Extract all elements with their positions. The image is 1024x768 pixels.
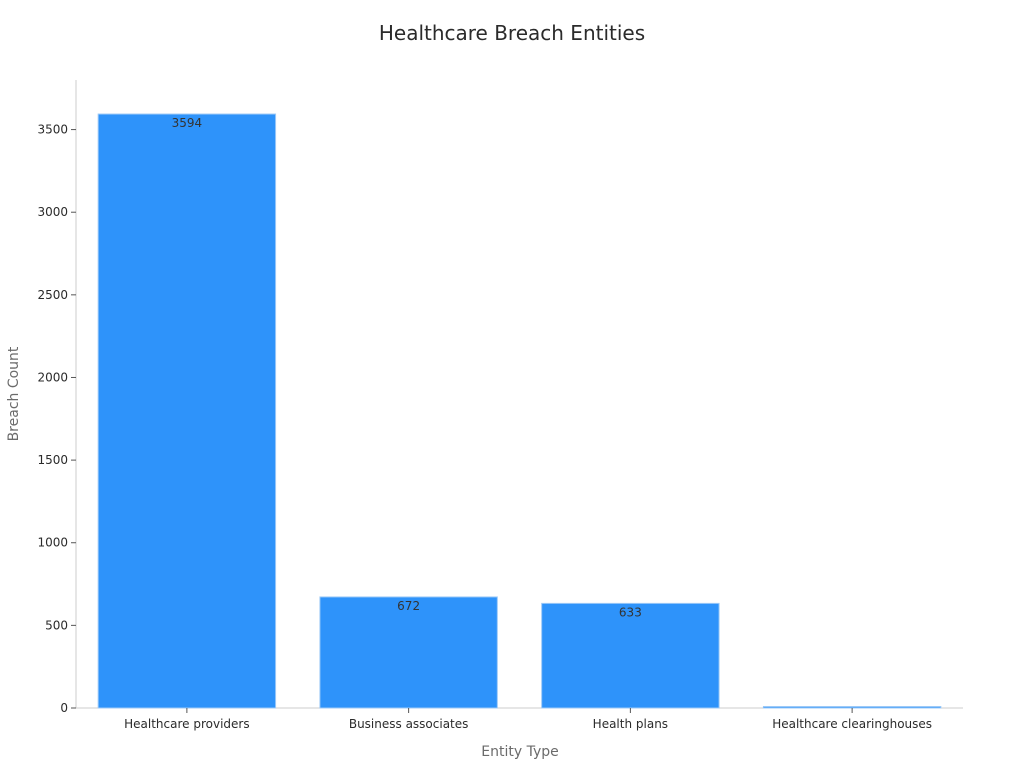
x-axis-label: Entity Type [481,744,558,760]
y-tick-label: 3000 [37,205,68,219]
y-tick-label: 2000 [37,370,68,384]
x-ticks: Healthcare providers Business associates H… [124,708,932,731]
bar [762,706,942,709]
x-tick-label: Healthcare providers [124,717,249,731]
bar-value-label: 3594 [172,116,203,130]
bar-value-label: 672 [397,599,420,613]
x-tick-label: Healthcare clearinghouses [772,717,932,731]
x-tick-label: Business associates [349,717,469,731]
y-ticks: 0 500 1000 1500 2000 2500 3000 3500 [37,123,76,715]
y-tick-label: 2500 [37,288,68,302]
y-tick-label: 3500 [37,123,68,137]
chart-title: Healthcare Breach Entities [379,21,645,45]
y-tick-label: 500 [45,618,68,632]
y-tick-label: 1500 [37,453,68,467]
bar [97,113,277,709]
x-tick-label: Health plans [593,717,668,731]
y-axis-label: Breach Count [6,346,22,441]
bars: 3594 672 633 [97,113,942,709]
y-tick-label: 0 [60,701,68,715]
bar [541,602,720,709]
bar-value-label: 633 [619,605,642,619]
bar [319,596,498,709]
y-tick-label: 1000 [37,536,68,550]
